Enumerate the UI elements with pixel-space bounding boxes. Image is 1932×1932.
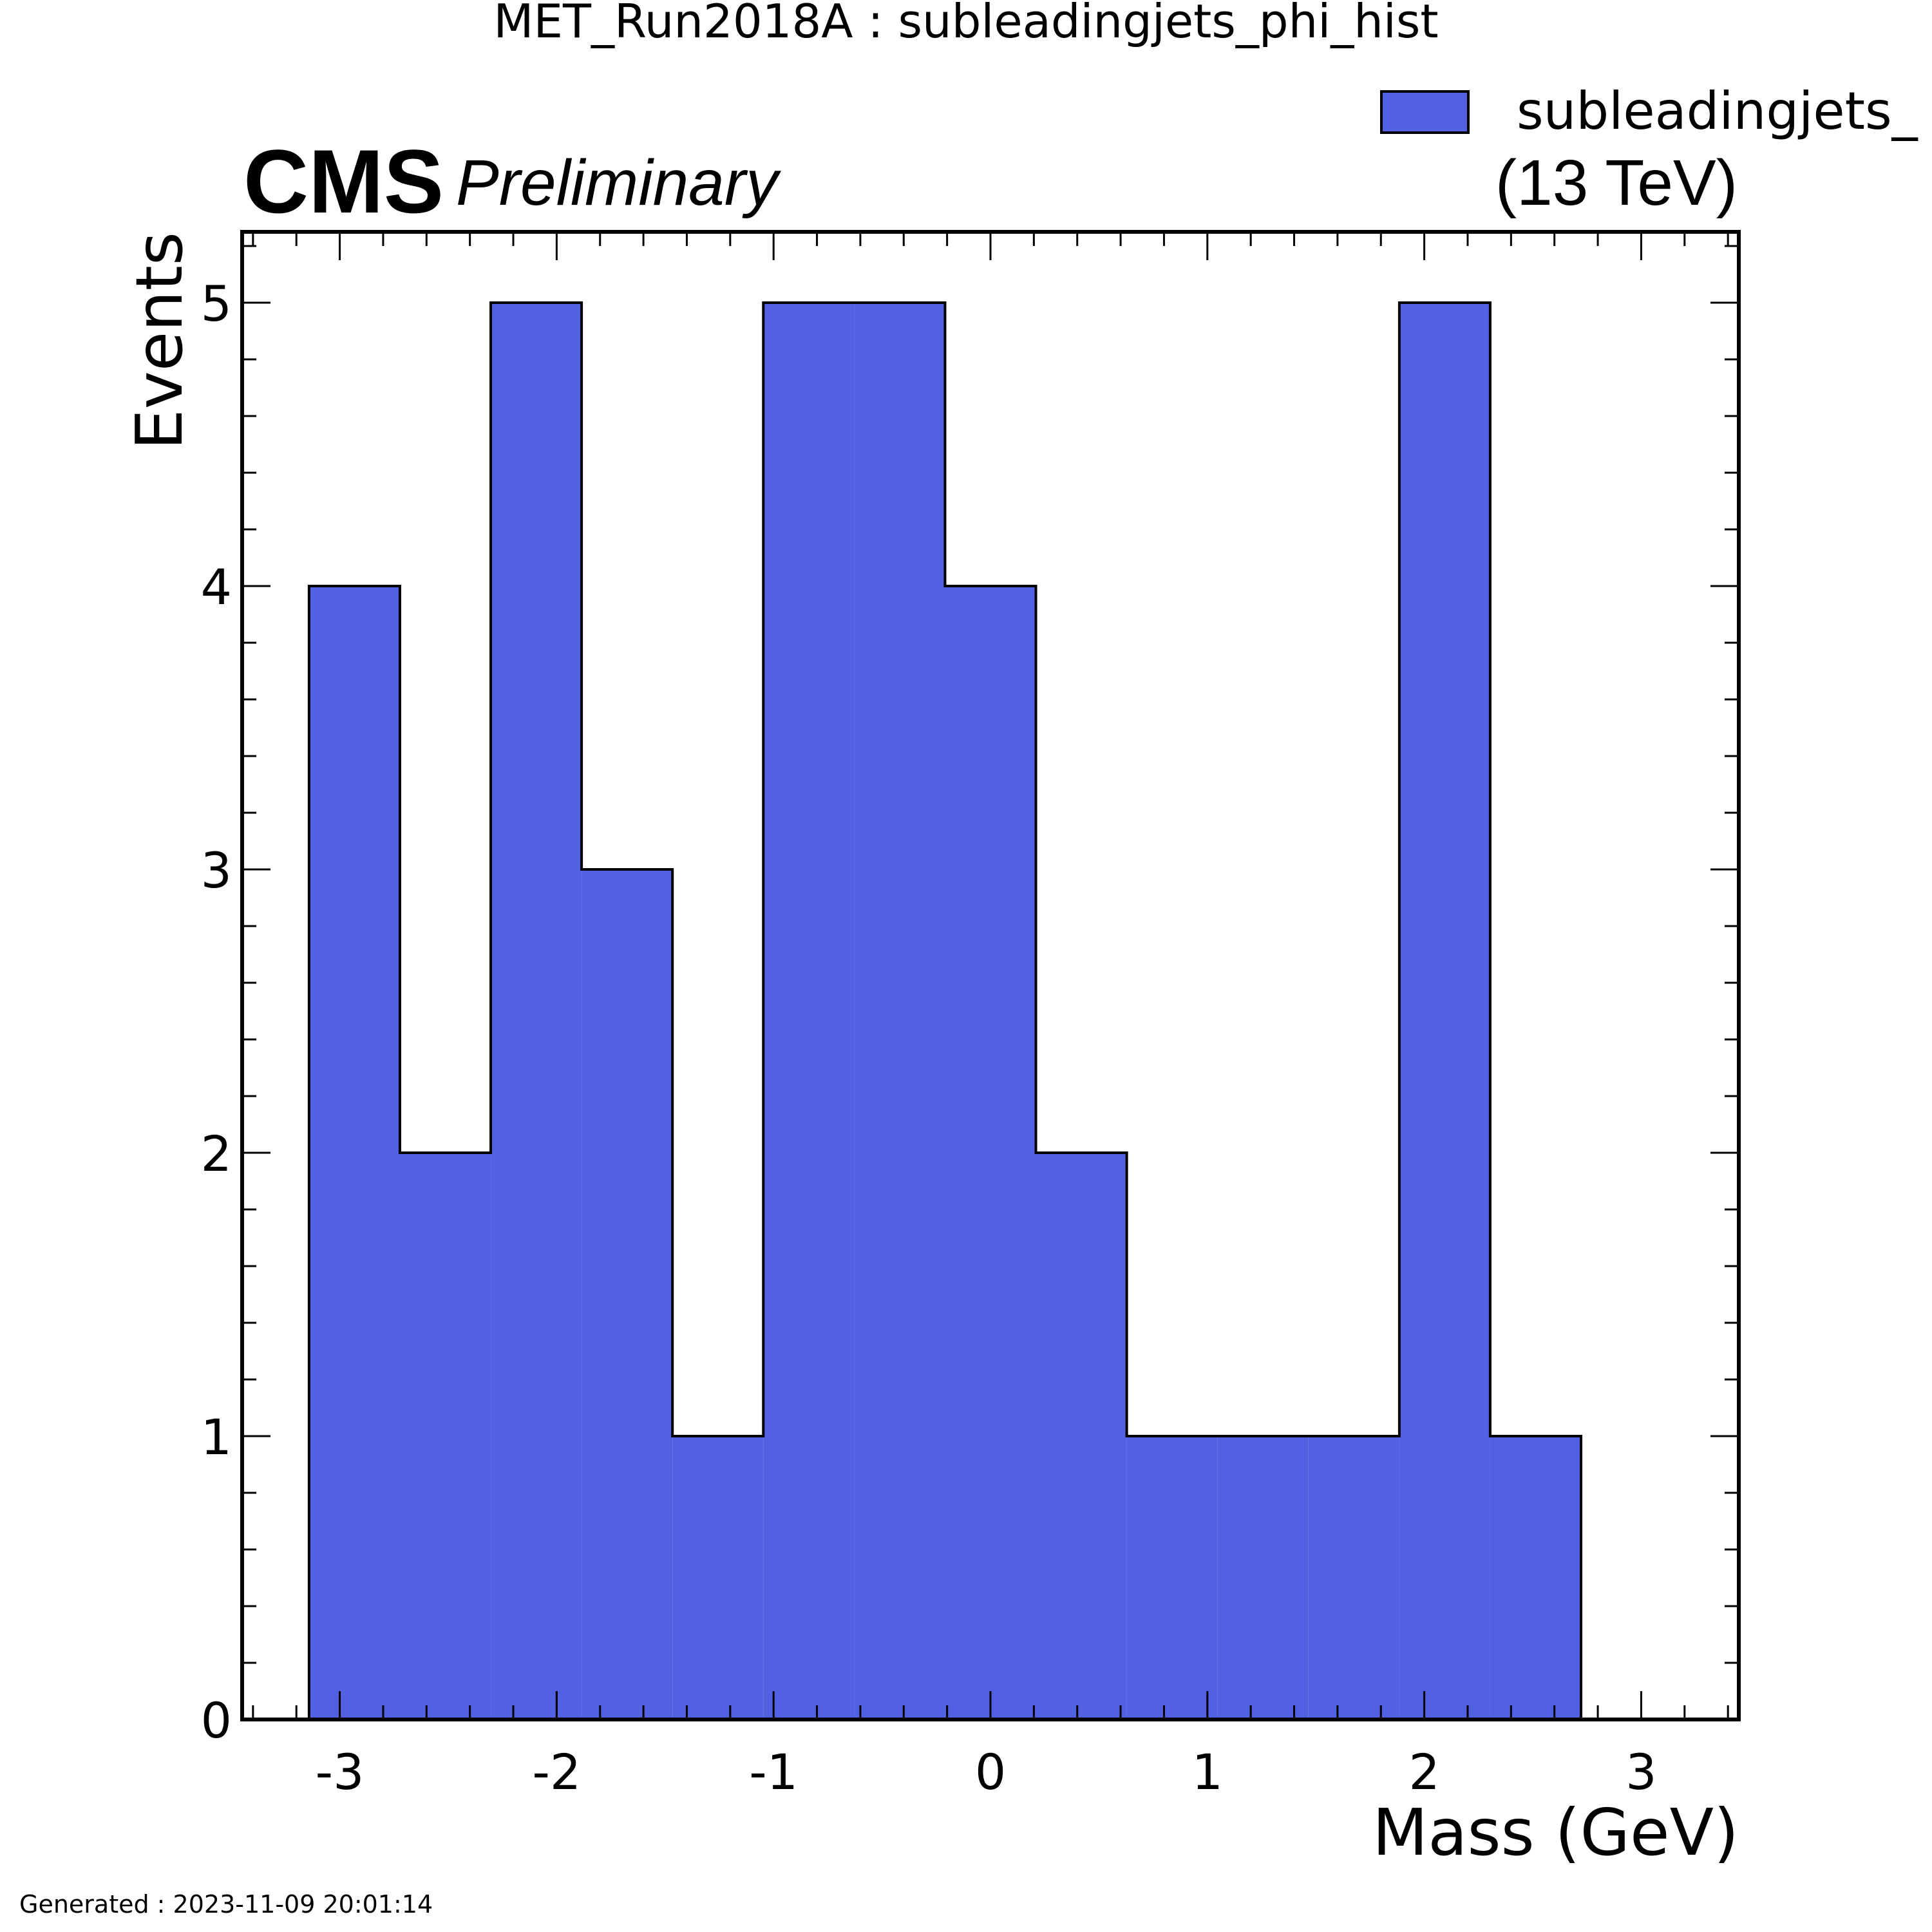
histogram-bar [1217, 1436, 1309, 1719]
histogram-bar [1126, 1436, 1218, 1719]
histogram-outline [307, 301, 1583, 1719]
x-tick-label: -1 [749, 1743, 798, 1801]
histogram-bar [1036, 1153, 1127, 1719]
histogram-bar [763, 303, 855, 1719]
axis-ticks [242, 232, 1739, 1721]
legend-label: subleadingjets_ [1517, 81, 1918, 141]
y-tick-label: 0 [201, 1692, 232, 1749]
histogram-bar [399, 1153, 491, 1719]
y-tick-label: 5 [201, 275, 232, 332]
y-tick-label: 2 [201, 1125, 232, 1182]
status-label: Preliminary [456, 147, 782, 219]
histogram-bar [1308, 1436, 1399, 1719]
histogram-bar [491, 303, 582, 1719]
histogram-bars [307, 301, 1583, 1719]
y-tick-labels: 0 1 2 3 4 5 [201, 275, 232, 1749]
y-tick-label: 4 [201, 558, 232, 616]
x-tick-labels: -3 -2 -1 0 1 2 3 [316, 1743, 1657, 1801]
y-axis-label: Events [122, 232, 197, 450]
chart-title: MET_Run2018A : subleadingjets_phi_hist [493, 0, 1438, 48]
energy-label: (13 TeV) [1495, 147, 1738, 219]
generated-timestamp: Generated : 2023-11-09 20:01:14 [19, 1890, 433, 1918]
plot-frame [240, 230, 1741, 1721]
legend-swatch [1380, 90, 1470, 134]
x-tick-label: -2 [532, 1743, 581, 1801]
histogram-bar [854, 303, 945, 1719]
histogram-bar [1490, 1436, 1582, 1719]
histogram-bar [308, 586, 400, 1719]
histogram-bar [672, 1436, 764, 1719]
x-tick-label: 3 [1625, 1743, 1656, 1801]
x-axis-label: Mass (GeV) [1372, 1795, 1739, 1870]
x-tick-label: 1 [1192, 1743, 1223, 1801]
legend: subleadingjets_ [1380, 81, 1918, 141]
x-tick-label: 2 [1408, 1743, 1439, 1801]
x-tick-label: -3 [316, 1743, 365, 1801]
y-tick-label: 3 [201, 842, 232, 899]
histogram-bar [1399, 303, 1490, 1719]
experiment-label: CMS [243, 131, 444, 232]
y-tick-label: 1 [201, 1408, 232, 1466]
x-tick-label: 0 [975, 1743, 1006, 1801]
histogram-bar [582, 869, 673, 1719]
histogram-bar [945, 586, 1036, 1719]
